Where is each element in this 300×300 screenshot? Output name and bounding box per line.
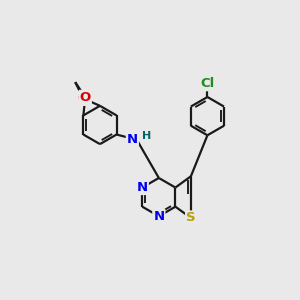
Text: S: S <box>186 212 196 224</box>
Text: N: N <box>153 210 164 223</box>
Text: Cl: Cl <box>200 77 214 90</box>
Text: O: O <box>80 91 91 104</box>
Text: O: O <box>78 92 89 105</box>
Text: N: N <box>137 181 148 194</box>
Text: N: N <box>127 133 138 146</box>
Text: H: H <box>142 131 151 141</box>
